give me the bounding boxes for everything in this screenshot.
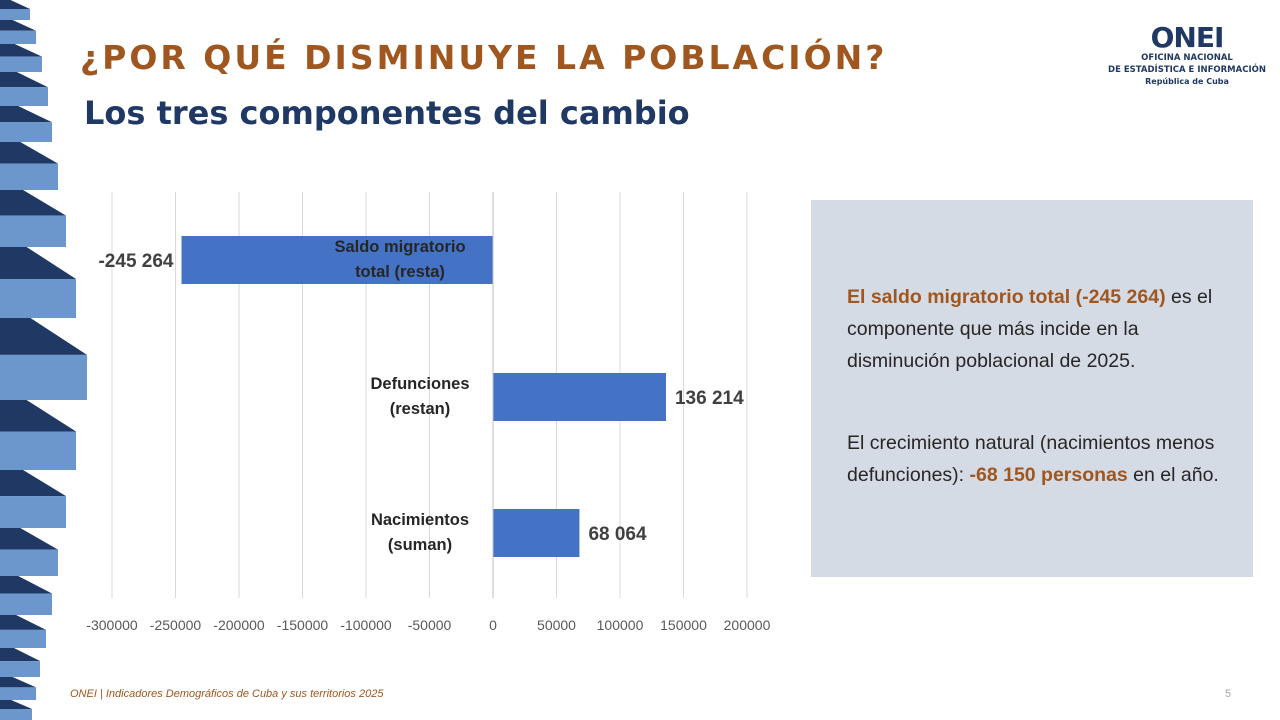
band-stripe-light <box>0 30 36 44</box>
band-stripe-light <box>0 496 66 528</box>
info-highlight-migration: El saldo migratorio total (-245 264) <box>847 286 1166 308</box>
x-tick-label: -150000 <box>277 617 329 633</box>
info-panel: El saldo migratorio total (-245 264) es … <box>811 200 1253 577</box>
logo-line-1: OFICINA NACIONAL <box>1141 53 1233 63</box>
band-stripe-light <box>0 354 87 400</box>
logo-line-2: DE ESTADÍSTICA E INFORMACIÓN <box>1108 65 1266 75</box>
band-stripe-light <box>0 687 36 700</box>
decorative-stripe-band <box>0 0 87 720</box>
band-stripe-dark <box>0 20 36 31</box>
onei-logo-mark: ONEI <box>1151 21 1225 52</box>
x-tick-label: 50000 <box>537 617 576 633</box>
components-bar-chart: -300000 -250000 -200000 -150000 -100000 -5000… <box>86 192 771 633</box>
band-stripe-light <box>0 431 76 470</box>
info-text-2b: en el año. <box>1127 464 1219 486</box>
bar <box>493 509 580 557</box>
band-stripe-light <box>0 122 52 142</box>
band-stripe-light <box>0 87 48 106</box>
page-number: 5 <box>1225 688 1232 700</box>
band-stripe-dark <box>0 648 40 662</box>
info-highlight-natural-growth: -68 150 personas <box>969 464 1128 486</box>
band-stripe-dark <box>0 677 36 688</box>
x-tick-label: -100000 <box>340 617 392 633</box>
info-text-1: es el componente que más incide en la di… <box>847 286 1213 372</box>
data-label: 68 064 <box>588 524 647 545</box>
info-paragraph-2: El crecimiento natural (nacimientos meno… <box>847 427 1223 491</box>
band-stripe-light <box>0 9 30 20</box>
band-stripe-dark <box>0 470 66 497</box>
band-stripe-dark <box>0 700 32 709</box>
band-stripe-light <box>0 163 58 190</box>
onei-logo-wordmark: ONEI <box>1151 21 1224 52</box>
x-tick-label: -50000 <box>408 617 452 633</box>
page-subtitle: Los tres componentes del cambio <box>84 94 690 132</box>
onei-logo: ONEI OFICINA NACIONAL DE ESTADÍSTICA E I… <box>1102 20 1272 88</box>
band-stripe-dark <box>0 72 48 88</box>
band-stripe-light <box>0 278 76 318</box>
x-tick-label: -250000 <box>150 617 202 633</box>
logo-line-3: República de Cuba <box>1145 77 1229 86</box>
x-tick-label: 200000 <box>724 617 771 633</box>
x-tick-label: 150000 <box>660 617 707 633</box>
band-stripe-dark <box>0 142 58 164</box>
data-label: -245 264 <box>98 251 173 272</box>
category-label: Defunciones (restan) <box>370 375 469 418</box>
band-stripe-dark <box>0 44 42 57</box>
footer-source: ONEI | Indicadores Demográficos de Cuba … <box>70 688 384 700</box>
band-stripe-light <box>0 593 52 615</box>
band-stripe-dark <box>0 247 76 279</box>
band-stripe-light <box>0 549 58 576</box>
band-stripe-dark <box>0 576 52 594</box>
band-stripe-light <box>0 661 40 677</box>
band-stripe-light <box>0 56 42 72</box>
info-text-2a: El crecimiento natural (nacimientos meno… <box>847 432 1215 486</box>
band-stripe-light <box>0 709 32 720</box>
x-tick-label: -300000 <box>86 617 138 633</box>
bar <box>181 236 494 284</box>
band-stripe-dark <box>0 106 52 123</box>
band-stripe-dark <box>0 528 58 550</box>
x-tick-label: 0 <box>489 617 497 633</box>
band-stripe-dark <box>0 400 76 432</box>
band-stripe-light <box>0 629 46 648</box>
band-stripe-dark <box>0 190 66 216</box>
page-title: ¿POR QUÉ DISMINUYE LA POBLACIÓN? <box>80 38 888 77</box>
band-stripe-dark <box>0 0 30 9</box>
x-tick-label: 100000 <box>597 617 644 633</box>
x-tick-label: -200000 <box>213 617 265 633</box>
bar <box>493 373 666 421</box>
band-stripe-light <box>0 215 66 247</box>
category-label: Saldo migratorio total (resta) <box>334 238 465 281</box>
band-stripe-dark <box>0 318 87 355</box>
category-label: Nacimientos (suman) <box>371 511 469 554</box>
data-label: 136 214 <box>675 388 744 409</box>
info-paragraph-1: El saldo migratorio total (-245 264) es … <box>847 281 1223 377</box>
band-stripe-dark <box>0 615 46 630</box>
